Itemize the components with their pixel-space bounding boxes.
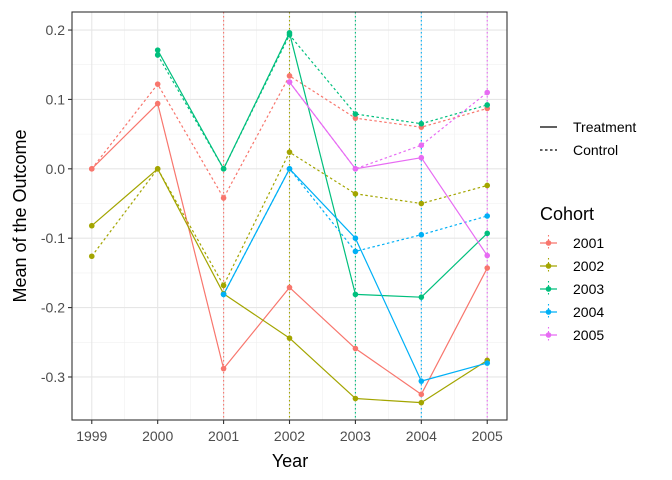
legend-point-key xyxy=(545,240,552,246)
y-axis-title: Mean of the Outcome xyxy=(10,129,30,302)
data-point-2003-control xyxy=(154,52,161,58)
data-point-2005-control xyxy=(352,166,359,172)
y-tick-label: 0.0 xyxy=(46,161,66,177)
legend-label-cohort-2004: 2004 xyxy=(573,304,604,320)
y-tick-label: 0.1 xyxy=(46,91,66,107)
data-point-2003-control xyxy=(352,111,359,117)
data-point-2005-treatment xyxy=(418,154,425,161)
data-point-2003-treatment xyxy=(154,47,161,53)
data-point-2002-control xyxy=(352,190,359,197)
y-tick-label: -0.1 xyxy=(41,230,65,246)
data-point-2004-treatment xyxy=(352,235,359,242)
legend-label-cohort-2005: 2005 xyxy=(573,327,604,343)
data-point-2001-control xyxy=(220,195,227,201)
x-tick-label: 2003 xyxy=(340,428,371,444)
data-point-2002-treatment xyxy=(88,222,95,229)
data-point-2004-control xyxy=(220,291,227,298)
x-tick-label: 2001 xyxy=(208,428,239,444)
data-point-2002-control xyxy=(154,166,161,172)
data-point-2001-control xyxy=(88,166,95,172)
data-point-2001-treatment xyxy=(220,365,227,372)
legend-point-key xyxy=(545,286,552,292)
x-tick-label: 2004 xyxy=(406,428,437,444)
y-tick-label: 0.2 xyxy=(46,22,66,38)
y-tick-label: -0.3 xyxy=(41,369,65,385)
data-point-2001-treatment xyxy=(352,345,359,352)
data-point-2004-control xyxy=(286,166,293,172)
legend-label-treatment: Treatment xyxy=(573,119,636,135)
data-point-2005-treatment xyxy=(484,252,491,259)
data-point-2001-control xyxy=(154,81,161,87)
data-point-2002-control xyxy=(88,253,95,260)
data-point-2001-control xyxy=(352,115,359,121)
legend-label-control: Control xyxy=(573,142,618,158)
data-point-2004-control xyxy=(352,248,359,255)
data-point-2002-treatment xyxy=(352,395,359,402)
data-point-2001-treatment xyxy=(154,100,161,107)
x-tick-label: 2005 xyxy=(472,428,503,444)
cohort-vlines xyxy=(223,12,488,420)
data-point-2003-treatment xyxy=(352,291,359,298)
data-point-2004-control xyxy=(484,213,491,219)
series-points xyxy=(88,30,491,406)
data-point-2005-control xyxy=(418,142,425,149)
data-point-2002-control xyxy=(220,282,227,289)
data-point-2003-treatment xyxy=(484,230,491,237)
data-point-2003-control xyxy=(484,102,491,108)
series-line-2003-treatment xyxy=(157,32,488,298)
x-tick-label: 2000 xyxy=(142,428,173,444)
data-point-2003-control xyxy=(220,166,227,172)
x-tick-label: 2002 xyxy=(274,428,305,444)
legend-label-cohort-2002: 2002 xyxy=(573,258,604,274)
legend-label-cohort-2003: 2003 xyxy=(573,281,604,297)
legend-title: Cohort xyxy=(540,204,594,224)
y-tick-label: -0.2 xyxy=(41,300,65,316)
data-point-2003-control xyxy=(418,120,425,127)
legend-point-key xyxy=(545,309,552,315)
data-point-2004-control xyxy=(418,231,425,238)
legend: Treatment Control Cohort 2001 2002 2003 2004 20… xyxy=(540,119,636,343)
data-point-2003-control xyxy=(286,32,293,38)
data-point-2001-treatment xyxy=(418,391,425,398)
data-point-2002-treatment xyxy=(418,399,425,406)
data-point-2001-treatment xyxy=(286,284,293,291)
data-point-2002-control xyxy=(418,200,425,207)
data-point-2001-treatment xyxy=(484,265,491,271)
data-point-2005-control xyxy=(286,79,293,85)
y-axis: 0.2 0.1 0.0 -0.1 -0.2 -0.3 xyxy=(41,22,72,385)
legend-point-key xyxy=(545,332,552,338)
series-line-2005-treatment xyxy=(289,81,488,256)
data-point-2005-control xyxy=(484,89,491,96)
data-point-2002-treatment xyxy=(286,335,293,341)
data-point-2001-control xyxy=(286,73,293,79)
plot-panel xyxy=(71,11,508,421)
series-line-2005-control xyxy=(289,81,488,170)
series-line-2003-control xyxy=(157,34,488,170)
data-point-2004-treatment xyxy=(484,360,491,366)
legend-label-cohort-2001: 2001 xyxy=(573,235,604,251)
x-axis: 1999 2000 2001 2002 2003 2004 2005 xyxy=(76,420,503,444)
data-point-2003-treatment xyxy=(418,294,425,300)
data-point-2002-control xyxy=(286,149,293,155)
data-point-2004-treatment xyxy=(418,378,425,384)
x-tick-label: 1999 xyxy=(76,428,107,444)
legend-point-key xyxy=(545,263,552,269)
x-axis-title: Year xyxy=(272,451,308,471)
data-point-2002-control xyxy=(484,182,491,189)
